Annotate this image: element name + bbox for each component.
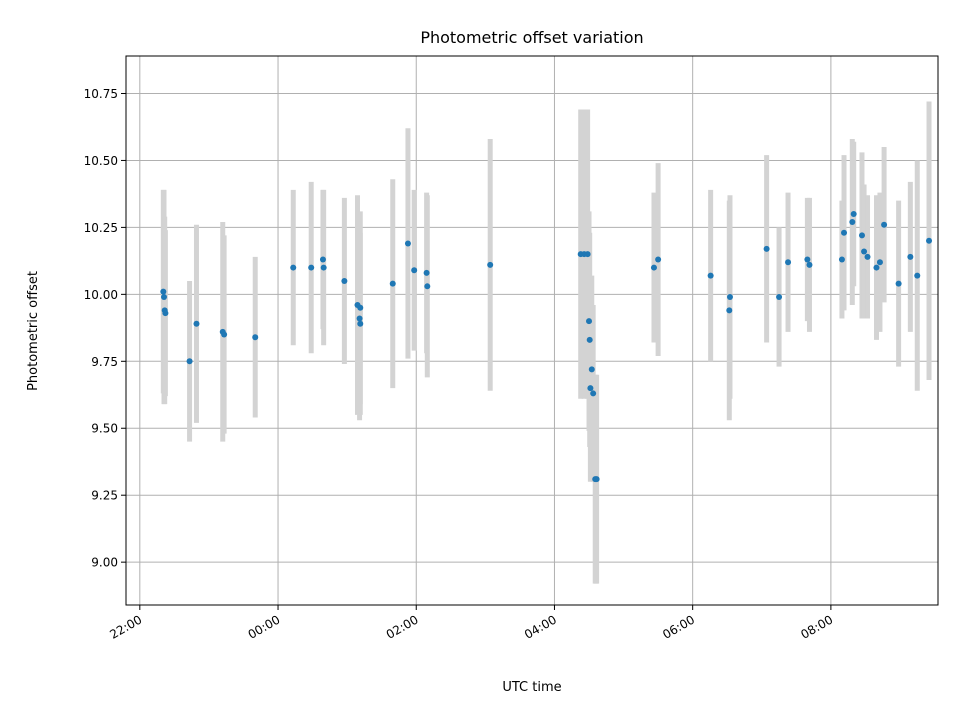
x-axis-label: UTC time — [502, 680, 561, 695]
data-point — [804, 256, 811, 263]
data-point — [423, 269, 430, 276]
data-point — [587, 385, 594, 392]
data-point — [357, 320, 364, 327]
y-axis-ticks: 9.00 9.25 9.50 9.75 10.00 10.25 10.50 10.75 — [84, 87, 126, 570]
data-point — [914, 272, 921, 279]
data-point — [356, 315, 363, 322]
data-point — [357, 304, 364, 311]
data-point — [858, 232, 865, 239]
data-point — [590, 390, 597, 397]
data-point — [707, 272, 714, 279]
data-point — [320, 264, 327, 271]
y-tick-label: 9.25 — [91, 489, 118, 503]
data-point — [841, 229, 848, 236]
data-point — [849, 219, 856, 226]
y-tick-label: 9.00 — [91, 556, 118, 570]
data-point — [873, 264, 880, 271]
data-point — [864, 253, 871, 260]
data-point — [586, 336, 593, 343]
data-point — [584, 251, 591, 258]
data-point — [389, 280, 396, 287]
data-point — [776, 294, 783, 301]
data-point — [308, 264, 315, 271]
y-tick-label: 10.25 — [84, 221, 118, 235]
data-point — [593, 476, 600, 483]
data-point — [907, 253, 914, 260]
data-point — [876, 259, 883, 266]
data-point — [895, 280, 902, 287]
chart-title: Photometric offset variation — [420, 28, 643, 47]
data-point — [726, 307, 733, 314]
y-tick-label: 9.50 — [91, 422, 118, 436]
plot-frame — [125, 55, 939, 606]
data-point — [850, 211, 857, 218]
data-point — [424, 283, 431, 290]
y-axis-label: Photometric offset — [26, 271, 41, 391]
data-point — [290, 264, 297, 271]
y-tick-label: 10.50 — [84, 154, 118, 168]
data-points — [160, 211, 933, 483]
data-point — [252, 334, 259, 341]
data-point — [186, 358, 193, 365]
data-point — [341, 277, 348, 284]
data-point — [586, 318, 593, 325]
data-point — [160, 288, 167, 295]
grid-lines — [126, 56, 938, 605]
data-point — [881, 221, 888, 228]
y-tick-label: 10.00 — [84, 288, 118, 302]
data-point — [221, 331, 228, 338]
data-point — [411, 267, 418, 274]
data-point — [193, 320, 200, 327]
data-point — [806, 261, 813, 268]
data-point — [785, 259, 792, 266]
data-point — [861, 248, 868, 255]
data-point — [838, 256, 845, 263]
data-point — [926, 237, 933, 244]
data-point — [404, 240, 411, 247]
data-point — [763, 245, 770, 252]
y-tick-label: 9.75 — [91, 355, 118, 369]
data-point — [319, 256, 326, 263]
data-point — [162, 310, 169, 317]
data-point — [726, 294, 733, 301]
data-point — [161, 294, 168, 301]
data-point — [655, 256, 662, 263]
data-point — [588, 366, 595, 373]
y-tick-label: 10.75 — [84, 87, 118, 101]
data-point — [487, 261, 494, 268]
data-point — [650, 264, 657, 271]
